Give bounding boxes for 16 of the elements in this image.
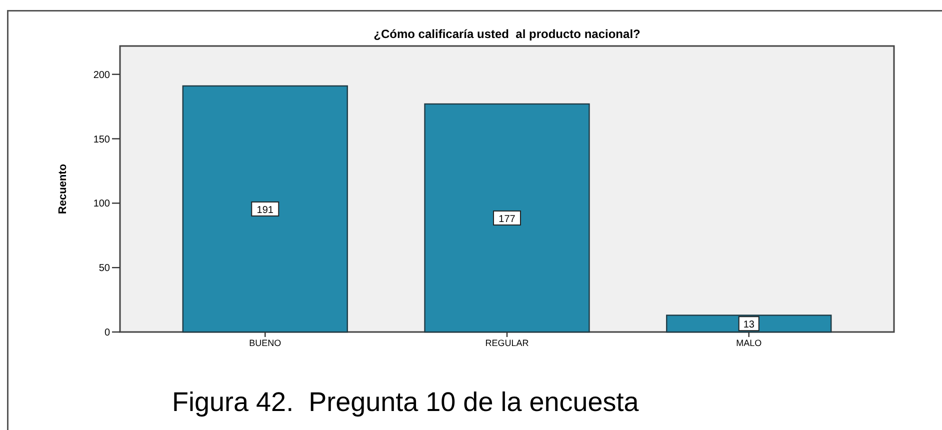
x-tick-label: REGULAR [485, 338, 530, 348]
data-label: 13 [743, 320, 755, 331]
bar [424, 103, 590, 333]
y-tick-label: 100 [93, 198, 110, 210]
data-label: 191 [256, 204, 274, 216]
bar [182, 85, 348, 333]
data-label: 177 [498, 214, 516, 225]
chart-title: ¿Cómo calificaría usted al producto nacional? [374, 27, 640, 41]
x-tick-label: MALO [736, 338, 762, 348]
y-tick-label: 50 [98, 263, 110, 274]
y-axis-title: Recuento [57, 164, 69, 214]
text: Figura 42. Pregunta 10 de la encuesta [172, 387, 640, 417]
x-tick-label: BUENO [249, 338, 282, 348]
y-tick-label: 200 [93, 70, 110, 81]
y-tick-label: 150 [93, 134, 110, 146]
y-tick-label: 0 [104, 328, 110, 338]
